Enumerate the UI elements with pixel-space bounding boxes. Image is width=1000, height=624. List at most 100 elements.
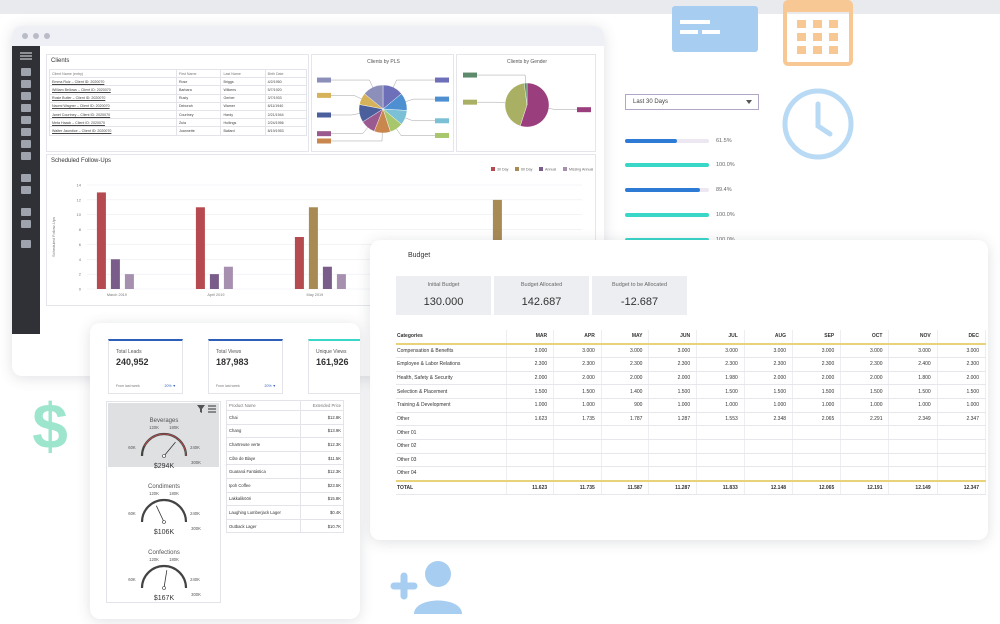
- table-cell: 2.300: [601, 357, 650, 372]
- table-row[interactable]: Guaraná Fantástica $12.3K: [226, 464, 345, 479]
- table-cell: 2.000: [506, 371, 555, 386]
- table-cell: [601, 439, 650, 454]
- table-row[interactable]: Naomi Wagner – Client ID: 2020070 Deborah…: [49, 101, 308, 111]
- options-icon[interactable]: [208, 405, 216, 413]
- table-cell: Hollings: [220, 118, 266, 128]
- bar-missing-annual[interactable]: [223, 266, 233, 289]
- table-row[interactable]: Ipoh Coffee $23.5K: [226, 477, 345, 493]
- gauge-title: Confections: [148, 550, 180, 556]
- table-row[interactable]: Other 01: [396, 425, 987, 440]
- table-row[interactable]: Côte de Blaye $11.5K: [226, 450, 345, 466]
- gauge-tick: 120K: [149, 425, 159, 430]
- bar-annual[interactable]: [110, 259, 120, 289]
- pie-leader: [331, 113, 360, 116]
- table-cell: 1.400: [601, 384, 650, 399]
- bar-missing-annual[interactable]: [124, 274, 134, 289]
- table-row[interactable]: Meta Haack – Client ID: 2020070 Zula Holli…: [49, 118, 308, 128]
- bar-30-day[interactable]: [195, 207, 205, 289]
- table-cell: 1.500: [937, 384, 987, 399]
- table-cell: 2.000: [648, 371, 698, 386]
- column-header: Product Name: [226, 400, 301, 411]
- nav-icon[interactable]: [21, 104, 31, 112]
- table-cell[interactable]: Rosie Butler – Client ID: 2020070: [49, 93, 177, 103]
- nav-icon[interactable]: [21, 240, 31, 248]
- table-row[interactable]: Other 03: [396, 453, 987, 468]
- table-cell[interactable]: Meta Haack – Client ID: 2020070: [49, 118, 177, 128]
- nav-icon[interactable]: [21, 140, 31, 148]
- gauge-tick: 240K: [190, 511, 200, 516]
- nav-icon[interactable]: [21, 186, 31, 194]
- pie-slice[interactable]: [524, 82, 528, 106]
- table-cell: [506, 466, 555, 482]
- table-row[interactable]: Rosie Butler – Client ID: 2020070 Rusty Ge…: [49, 93, 308, 103]
- table-row[interactable]: Lakkalikööri $15.8K: [226, 491, 345, 507]
- gauge-value: $294K: [154, 463, 175, 470]
- table-row[interactable]: Chang $13.9K: [226, 423, 345, 439]
- table-row[interactable]: Chartreuse verte $12.3K: [226, 437, 345, 452]
- bar-30-day[interactable]: [96, 192, 106, 289]
- legend-label: Annual: [545, 168, 556, 172]
- table-row[interactable]: Employee & Labor Relations 2.300 2.300 2.30…: [396, 357, 987, 372]
- table-row[interactable]: Compensation & Benefits 3.000 3.000 3.000 3.…: [396, 343, 987, 358]
- table-cell[interactable]: Emma Ruiz – Client ID: 2020070: [49, 77, 177, 87]
- table-cell: 1.980: [696, 371, 745, 386]
- table-cell: 3.000: [888, 343, 938, 358]
- nav-icon[interactable]: [21, 208, 31, 216]
- table-row[interactable]: William Bellows – Client ID: 2020070 Barb…: [49, 85, 308, 95]
- table-cell: Selection & Placement: [396, 384, 507, 399]
- nav-icon[interactable]: [21, 80, 31, 88]
- table-row[interactable]: Laughing Lumberjack Lager $0.4K: [226, 505, 345, 520]
- gauge-tick: 180K: [169, 425, 179, 430]
- table-row[interactable]: Emma Ruiz – Client ID: 2020070 Rose Briggs…: [49, 77, 308, 87]
- bar-60-day[interactable]: [308, 207, 318, 289]
- table-cell: [744, 466, 794, 482]
- table-cell: [696, 466, 745, 482]
- nav-icon[interactable]: [21, 116, 31, 124]
- table-cell: 2.300: [937, 357, 987, 372]
- column-header: Extended Price: [299, 400, 345, 411]
- bar-missing-annual[interactable]: [336, 274, 346, 289]
- table-row[interactable]: Chai $12.8K: [226, 410, 345, 425]
- date-range-select[interactable]: Last 30 Days: [625, 94, 759, 110]
- table-cell: Hardy: [220, 109, 266, 120]
- bar-annual[interactable]: [322, 266, 332, 289]
- table-cell[interactable]: William Bellows – Client ID: 2020070: [49, 85, 177, 95]
- total-cell: 12.191: [840, 479, 890, 495]
- table-row[interactable]: Outback Lager $10.7K: [226, 518, 345, 534]
- table-cell[interactable]: Janet Courtney – Client ID: 2020070: [49, 109, 177, 120]
- nav-icon[interactable]: [21, 68, 31, 76]
- nav-icon[interactable]: [21, 92, 31, 100]
- table-row[interactable]: Other 1.623 1.735 1.787 1.287 1.553 2.348 2.065…: [396, 412, 987, 427]
- table-cell: [888, 439, 938, 454]
- pie-gender-title: Clients by Gender: [506, 59, 548, 65]
- bar-30-day[interactable]: [294, 237, 304, 289]
- pie-slice[interactable]: [504, 82, 528, 127]
- table-cell: 2.300: [553, 357, 602, 372]
- table-row[interactable]: Health, Safety & Security 2.000 2.000 2.000…: [396, 371, 987, 386]
- table-cell[interactable]: Walter Jaundice – Client ID: 2020070: [49, 126, 177, 136]
- filter-icon[interactable]: [197, 405, 205, 413]
- column-header: JUL: [696, 330, 745, 345]
- nav-icon[interactable]: [21, 128, 31, 136]
- table-cell: 2/24/1956: [264, 118, 308, 128]
- table-row[interactable]: Other 04: [396, 466, 987, 482]
- nav-icon[interactable]: [21, 152, 31, 160]
- menu-icon[interactable]: [20, 52, 32, 60]
- table-row[interactable]: Training & Development 1.000 1.000 900 1.000…: [396, 398, 987, 413]
- chevron-down-icon: [746, 100, 752, 104]
- table-row[interactable]: Janet Courtney – Client ID: 2020070 Court…: [49, 109, 308, 120]
- table-cell: Zula: [175, 118, 222, 128]
- nav-icon[interactable]: [21, 220, 31, 228]
- table-cell: 8/11/1940: [264, 101, 308, 111]
- y-tick-label: 14: [77, 183, 82, 188]
- table-cell: Other 04: [396, 466, 507, 482]
- nav-icon[interactable]: [21, 174, 31, 182]
- table-row[interactable]: Other 02: [396, 439, 987, 454]
- table-cell: [792, 466, 842, 482]
- table-cell: [601, 466, 650, 482]
- gauge-arc: [140, 432, 188, 457]
- bar-annual[interactable]: [209, 274, 219, 289]
- table-row[interactable]: Walter Jaundice – Client ID: 2020070 Joan…: [49, 126, 308, 136]
- table-cell[interactable]: Naomi Wagner – Client ID: 2020070: [49, 101, 177, 111]
- table-row[interactable]: Selection & Placement 1.500 1.500 1.400 1.50…: [396, 384, 987, 399]
